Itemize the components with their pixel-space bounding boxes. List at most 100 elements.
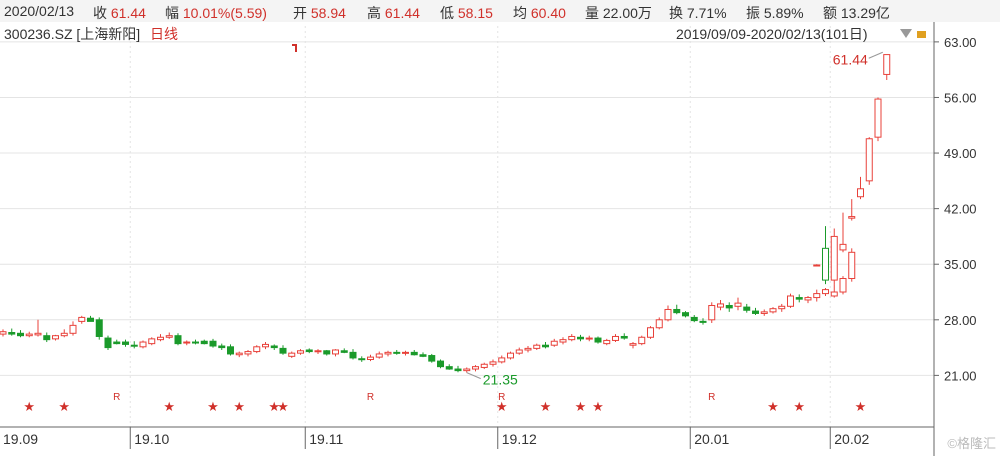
candle-body [34, 332, 42, 336]
star-marker-icon[interactable]: ★ [592, 400, 604, 415]
high-annotation-line [868, 51, 883, 59]
star-marker-icon[interactable]: ★ [233, 400, 245, 415]
candle [384, 350, 392, 357]
period-label: 日线 [150, 26, 178, 42]
candle [43, 332, 51, 343]
y-tick-label: 35.00 [944, 257, 977, 272]
candle [244, 349, 252, 357]
lock-icon[interactable] [917, 31, 926, 38]
candle [839, 276, 847, 295]
candle-body [830, 235, 838, 281]
candle-body [550, 340, 558, 346]
star-marker-icon[interactable]: ★ [277, 400, 289, 415]
candle [708, 302, 716, 323]
candle-body [113, 341, 121, 345]
candle [375, 351, 383, 359]
candle-body [778, 305, 786, 310]
candle-body [787, 295, 794, 307]
r-marker[interactable]: R [708, 392, 715, 403]
candle-body [472, 366, 479, 370]
candle [323, 349, 331, 356]
candle [480, 362, 488, 370]
candle-body [218, 345, 226, 349]
r-marker[interactable]: R [498, 392, 505, 403]
x-tick-label: 19.11 [309, 431, 343, 447]
candle-body [629, 343, 637, 346]
candle-body [157, 336, 164, 341]
date-axis: 19.09 19.10 19.11 19.12 20.01 20.02 [3, 427, 869, 449]
star-marker-icon[interactable]: ★ [207, 400, 219, 415]
candle [227, 344, 234, 356]
candle [813, 289, 821, 302]
star-marker-icon[interactable]: ★ [496, 400, 508, 415]
candle-body [699, 320, 707, 323]
candle [104, 335, 112, 350]
candle-body [148, 338, 156, 345]
star-marker-icon[interactable]: ★ [793, 400, 805, 415]
candle-body [244, 351, 252, 355]
candle [787, 293, 794, 308]
candle-body [332, 349, 339, 355]
candle-body [848, 216, 856, 219]
candle-body [367, 356, 374, 361]
stock-code: 300236.SZ [上海新阳] [4, 26, 140, 42]
candle [367, 354, 374, 362]
candle [192, 339, 199, 345]
candle-body [822, 289, 829, 295]
volume-value: 22.00万 [602, 5, 652, 21]
candle [472, 365, 479, 372]
star-marker-icon[interactable]: ★ [540, 400, 552, 415]
candle [165, 332, 173, 339]
candle-body [60, 332, 68, 337]
candle [603, 338, 611, 346]
avg-label: 均 [513, 5, 527, 21]
candle [297, 349, 304, 355]
candle [629, 342, 637, 349]
dropdown-arrow-icon[interactable] [900, 29, 912, 38]
candle-body [585, 337, 593, 340]
star-marker-icon[interactable]: ★ [23, 400, 35, 415]
candle [157, 334, 164, 342]
candle [340, 348, 348, 354]
candle-body [743, 306, 751, 311]
star-marker-icon[interactable]: ★ [767, 400, 779, 415]
candle [515, 347, 523, 355]
candle-body [577, 336, 584, 340]
y-tick-label: 42.00 [944, 202, 977, 217]
open-value: 58.94 [310, 5, 346, 21]
candle [769, 307, 777, 314]
y-tick-label: 21.00 [944, 368, 977, 383]
star-marker-icon[interactable]: ★ [855, 400, 867, 415]
candle [725, 302, 733, 312]
r-marker[interactable]: R [113, 392, 120, 403]
candle-body [463, 368, 471, 372]
candle [839, 212, 847, 253]
candle-body [437, 360, 444, 368]
r-marker[interactable]: R [367, 392, 374, 403]
candle-body [542, 344, 549, 348]
candle-body [384, 351, 392, 355]
candle [349, 349, 357, 360]
candle-body [620, 335, 628, 339]
candle-body [314, 350, 322, 353]
candle-body [795, 297, 803, 300]
candle [874, 97, 882, 142]
watermark: ©格隆汇 [947, 436, 996, 451]
candle-body [559, 339, 567, 343]
star-marker-icon[interactable]: ★ [575, 400, 587, 415]
candle-body [839, 278, 847, 293]
quote-date: 2020/02/13 [4, 3, 75, 19]
candle [78, 315, 86, 324]
candle-body [760, 311, 768, 314]
candle-body [358, 358, 366, 361]
star-marker-icon[interactable]: ★ [268, 400, 280, 415]
candle [883, 54, 891, 80]
star-marker-icon[interactable]: ★ [163, 400, 175, 415]
candle-body [375, 353, 383, 358]
candle [664, 305, 672, 322]
candle-body [25, 333, 33, 337]
star-marker-icon[interactable]: ★ [58, 400, 70, 415]
candle-body [647, 327, 654, 338]
